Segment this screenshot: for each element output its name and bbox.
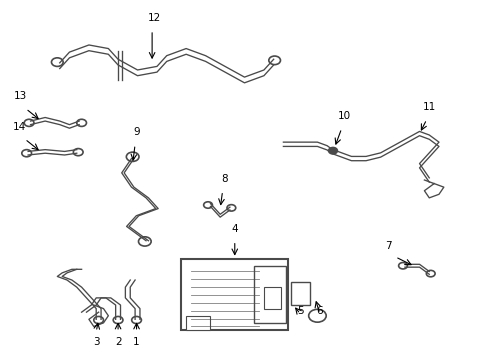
Text: 6: 6	[316, 306, 323, 316]
Bar	[264, 287, 281, 309]
Bar	[181, 258, 287, 330]
Text: 8: 8	[220, 174, 227, 184]
Bar	[254, 266, 285, 323]
Text: 9: 9	[133, 127, 140, 137]
Bar	[186, 316, 210, 330]
Text: 14: 14	[13, 122, 26, 132]
Text: 2: 2	[115, 337, 121, 347]
Circle shape	[328, 148, 337, 154]
Text: 11: 11	[422, 102, 435, 112]
Text: 12: 12	[148, 13, 161, 23]
Text: 1: 1	[133, 337, 140, 347]
Bar	[290, 282, 309, 305]
Text: 5: 5	[297, 306, 303, 316]
Text: 4: 4	[231, 224, 238, 234]
Text: 7: 7	[384, 242, 390, 251]
Text: 10: 10	[337, 111, 350, 121]
Text: 3: 3	[93, 337, 100, 347]
Text: 13: 13	[14, 91, 27, 102]
